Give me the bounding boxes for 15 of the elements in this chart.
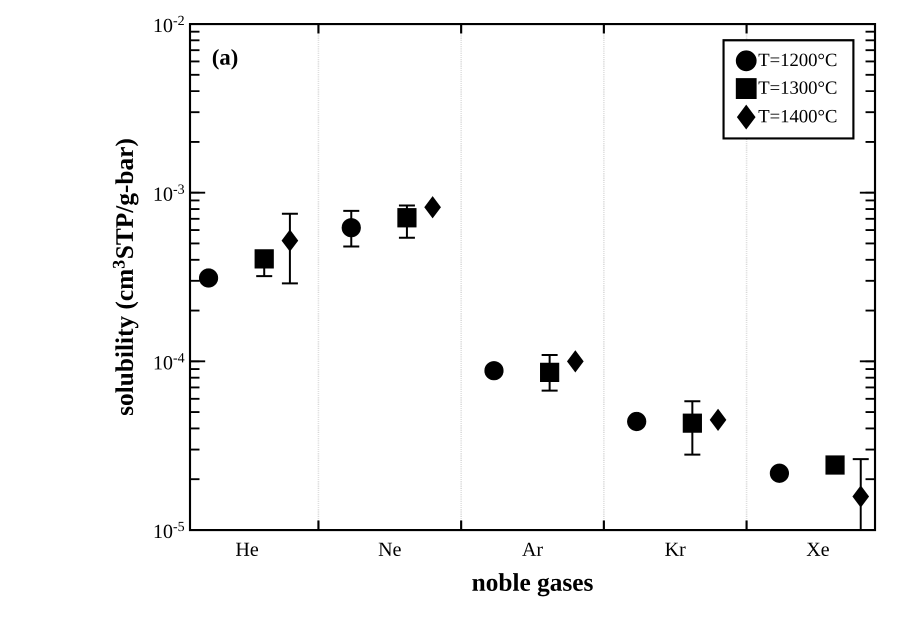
y-axis-title: solubility (cm$^{3}$STP/g-bar) (112, 139, 138, 416)
annotation: (a) (212, 48, 238, 70)
legend-label: T=1400°C (758, 110, 836, 122)
legend-label: T=1300°C (758, 81, 836, 94)
y-tick-label: 10$^{-3}$ (154, 184, 184, 201)
x-axis-title: noble gases (472, 573, 593, 596)
y-tick-label: 10$^{-2}$ (154, 16, 184, 32)
legend-label: T=1200°C (758, 54, 836, 66)
y-tick-label: 10$^{-4}$ (154, 353, 184, 370)
x-tick-label: He (236, 542, 258, 556)
x-tick-label: Xe (806, 542, 829, 556)
x-tick-label: Kr (665, 542, 686, 556)
y-tick-label: 10$^{-5}$ (154, 522, 184, 538)
x-tick-label: Ar (522, 542, 543, 556)
x-tick-label: Ne (378, 542, 401, 556)
